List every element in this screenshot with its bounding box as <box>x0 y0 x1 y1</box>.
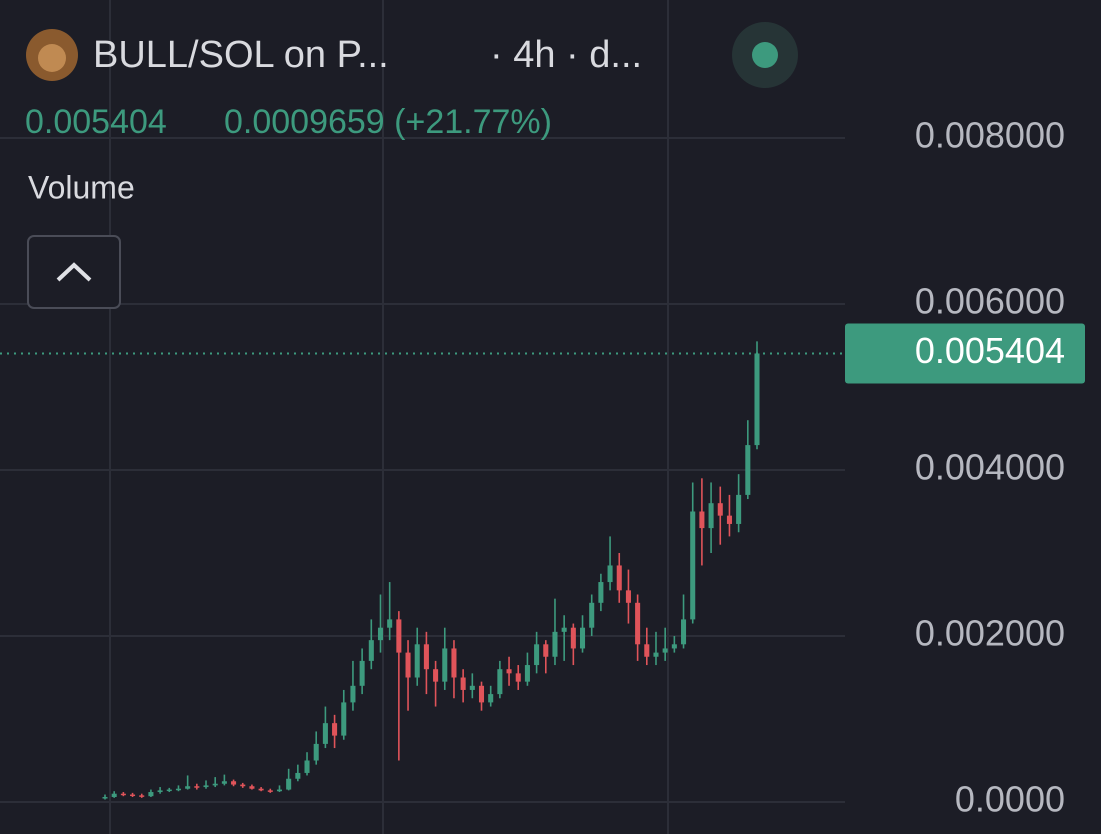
candle-body <box>497 669 503 695</box>
grid <box>0 137 845 803</box>
candle-body <box>451 648 457 678</box>
candles <box>0 341 845 800</box>
candle-body <box>423 644 429 670</box>
candle-body <box>699 511 705 529</box>
candle-body <box>313 743 319 761</box>
candle-body <box>359 660 365 686</box>
candle-body <box>304 760 310 773</box>
candle-body <box>332 723 338 736</box>
candle-body <box>368 640 374 661</box>
collapse-button[interactable] <box>27 235 121 309</box>
candle-body <box>708 503 714 529</box>
last-price-label: 0.005404 <box>915 330 1065 371</box>
candle-body <box>478 685 485 703</box>
candle-body <box>607 565 613 583</box>
pair-title: BULL/SOL on P... <box>93 34 389 76</box>
last-price-tag <box>845 323 1085 384</box>
candle-body <box>543 644 549 657</box>
candle-body <box>460 677 466 690</box>
candle-body <box>561 627 567 632</box>
candle-body <box>442 648 448 682</box>
candle-body <box>221 781 227 784</box>
candle-body <box>295 772 301 779</box>
candle-body <box>488 694 494 703</box>
candle-body <box>616 565 622 591</box>
candle-body <box>644 644 650 657</box>
candle-body <box>754 353 760 446</box>
candle-body <box>681 619 687 645</box>
candle-body <box>534 644 540 666</box>
candle-body <box>139 795 145 797</box>
status-dot <box>752 42 778 68</box>
candle-body <box>414 644 420 678</box>
candle-body <box>745 445 751 495</box>
price-change: 0.0009659 (+21.77%) <box>224 103 552 141</box>
candle-body <box>240 784 246 787</box>
header: BULL/SOL on P... · 4h · d... 0.005404 0.… <box>25 22 798 309</box>
candle-body <box>662 648 668 653</box>
candle-body <box>579 627 586 649</box>
candle-body <box>102 797 108 799</box>
candle-body <box>350 685 356 703</box>
candle-body <box>120 793 126 796</box>
candle-body <box>194 786 200 788</box>
candle-body <box>203 785 209 788</box>
candle-body <box>130 794 136 797</box>
indicator-label: Volume <box>28 169 135 205</box>
candle-body <box>322 723 328 744</box>
price-axis: 0.008000 0.006000 0.004000 0.002000 0.0000 0.… <box>845 115 1085 820</box>
candle-body <box>341 702 347 736</box>
candle-body <box>175 788 181 791</box>
candle-body <box>276 789 283 792</box>
candle-body <box>570 627 576 649</box>
candle-body <box>736 494 742 524</box>
y-tick-label: 0.0000 <box>955 779 1065 820</box>
candle-body <box>515 673 521 682</box>
pair-icon-face <box>38 44 66 72</box>
candle-body <box>377 627 384 641</box>
candle-body <box>506 669 512 674</box>
candle-body <box>524 665 530 682</box>
candle-body <box>111 793 117 798</box>
y-tick-label: 0.008000 <box>915 115 1065 156</box>
candle-body <box>286 778 292 790</box>
candle-body <box>653 652 659 657</box>
candle-body <box>671 644 677 649</box>
candle-body <box>185 786 191 789</box>
interval: · 4h · d... <box>490 34 642 76</box>
candle-body <box>726 515 732 524</box>
candle-body <box>148 792 154 797</box>
candle-body <box>469 685 475 690</box>
candle-body <box>396 619 402 653</box>
candle-body <box>212 783 218 786</box>
candle-body <box>433 669 439 682</box>
y-tick-label: 0.002000 <box>915 613 1065 654</box>
candle-body <box>625 590 631 603</box>
candle-body <box>635 602 641 645</box>
candle-body <box>258 788 264 791</box>
y-tick-label: 0.004000 <box>915 447 1065 488</box>
candle-body <box>405 652 411 678</box>
current-price: 0.005404 <box>25 103 167 141</box>
candle-body <box>249 786 255 789</box>
y-tick-label: 0.006000 <box>915 281 1065 322</box>
candle-body <box>598 582 604 603</box>
candle-body <box>589 602 595 628</box>
candle-body <box>231 781 237 785</box>
candle-body <box>157 790 163 793</box>
candle-body <box>717 503 723 516</box>
candle-body <box>267 790 273 792</box>
candle-body <box>387 619 393 628</box>
chevron-icon <box>56 262 92 282</box>
candle-body <box>166 789 172 792</box>
candle-body <box>690 511 696 620</box>
candle-body <box>552 631 558 657</box>
